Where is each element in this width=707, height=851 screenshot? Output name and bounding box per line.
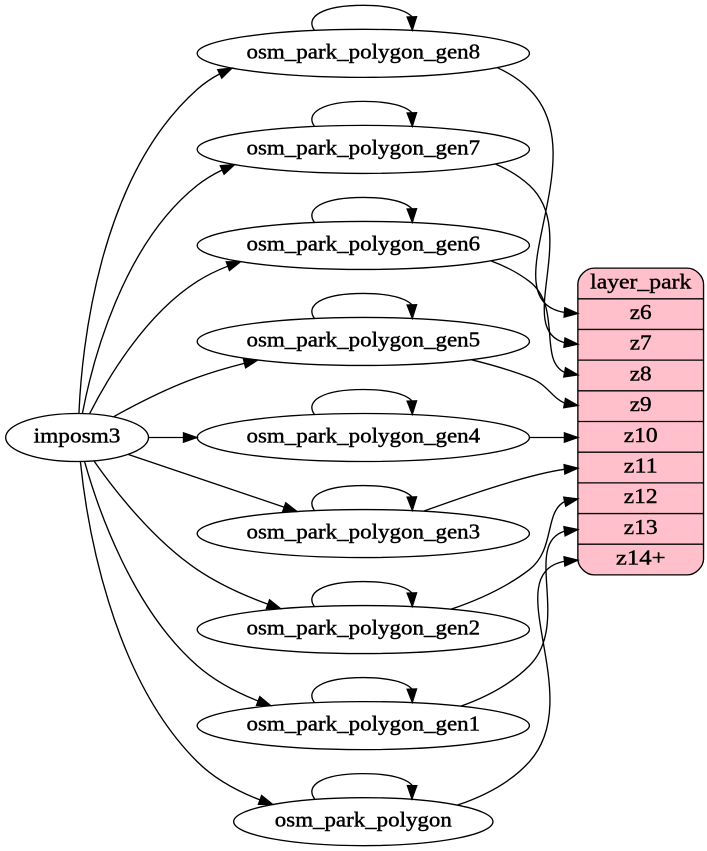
svg-text:z6: z6 <box>630 300 652 324</box>
svg-text:osm_park_polygon_gen3: osm_park_polygon_gen3 <box>246 520 480 544</box>
svg-text:z14+: z14+ <box>616 546 666 570</box>
svg-text:osm_park_polygon_gen5: osm_park_polygon_gen5 <box>246 327 480 351</box>
svg-text:z7: z7 <box>630 331 652 355</box>
svg-text:osm_park_polygon_gen6: osm_park_polygon_gen6 <box>246 231 480 255</box>
svg-text:osm_park_polygon_gen1: osm_park_polygon_gen1 <box>246 712 480 736</box>
svg-text:z12: z12 <box>624 484 658 508</box>
svg-text:z10: z10 <box>624 423 658 447</box>
svg-text:osm_park_polygon_gen4: osm_park_polygon_gen4 <box>246 424 480 448</box>
svg-text:osm_park_polygon: osm_park_polygon <box>275 808 452 832</box>
svg-text:z13: z13 <box>624 515 658 539</box>
svg-text:z11: z11 <box>624 454 658 478</box>
svg-text:osm_park_polygon_gen8: osm_park_polygon_gen8 <box>246 39 480 63</box>
svg-text:z9: z9 <box>630 392 652 416</box>
svg-text:layer_park: layer_park <box>590 269 691 293</box>
svg-text:z8: z8 <box>630 361 652 385</box>
svg-text:osm_park_polygon_gen7: osm_park_polygon_gen7 <box>246 135 480 159</box>
svg-text:osm_park_polygon_gen2: osm_park_polygon_gen2 <box>246 616 480 640</box>
svg-text:imposm3: imposm3 <box>34 424 121 448</box>
